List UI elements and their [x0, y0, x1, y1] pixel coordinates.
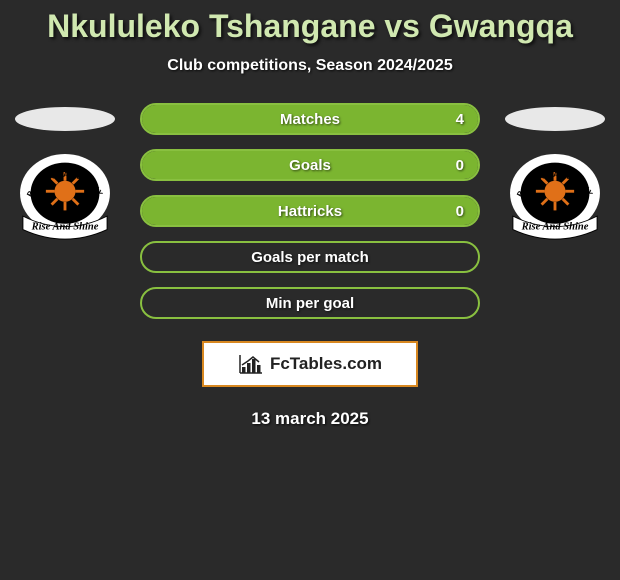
stat-value-right: 0 [456, 157, 464, 174]
stat-label: Hattricks [278, 203, 342, 220]
club-crest-icon: Rise And Shine POLOKWANE CITY [17, 153, 113, 241]
stat-row-matches: Matches 4 [140, 103, 480, 135]
season-subtitle: Club competitions, Season 2024/2025 [0, 57, 620, 75]
main-row: Rise And Shine POLOKWANE CITY Matches 4 … [0, 103, 620, 319]
stat-label: Goals per match [251, 249, 369, 266]
brand-watermark: FcTables.com [202, 341, 418, 387]
comparison-title: Nkululeko Tshangane vs Gwangqa [0, 8, 620, 45]
player-placeholder-right [505, 107, 605, 131]
player-placeholder-left [15, 107, 115, 131]
stat-label: Min per goal [266, 295, 354, 312]
left-player-column: Rise And Shine POLOKWANE CITY [10, 103, 120, 241]
club-logo-right: Rise And Shine POLOKWANE CITY [507, 153, 603, 241]
stat-row-goals-per-match: Goals per match [140, 241, 480, 273]
svg-text:Rise And Shine: Rise And Shine [31, 222, 99, 233]
date-text: 13 march 2025 [0, 409, 620, 429]
stat-value-right: 0 [456, 203, 464, 220]
club-crest-icon: Rise And Shine POLOKWANE CITY [507, 153, 603, 241]
stat-label: Matches [280, 111, 340, 128]
stat-row-hattricks: Hattricks 0 [140, 195, 480, 227]
main-container: Nkululeko Tshangane vs Gwangqa Club comp… [0, 0, 620, 429]
svg-text:Rise And Shine: Rise And Shine [521, 222, 589, 233]
brand-text: FcTables.com [270, 354, 382, 374]
stat-row-min-per-goal: Min per goal [140, 287, 480, 319]
club-logo-left: Rise And Shine POLOKWANE CITY [17, 153, 113, 241]
stats-column: Matches 4 Goals 0 Hattricks 0 Goals per … [140, 103, 480, 319]
chart-icon [238, 353, 264, 375]
stat-value-right: 4 [456, 111, 464, 128]
stat-row-goals: Goals 0 [140, 149, 480, 181]
right-player-column: Rise And Shine POLOKWANE CITY [500, 103, 610, 241]
stat-label: Goals [289, 157, 331, 174]
